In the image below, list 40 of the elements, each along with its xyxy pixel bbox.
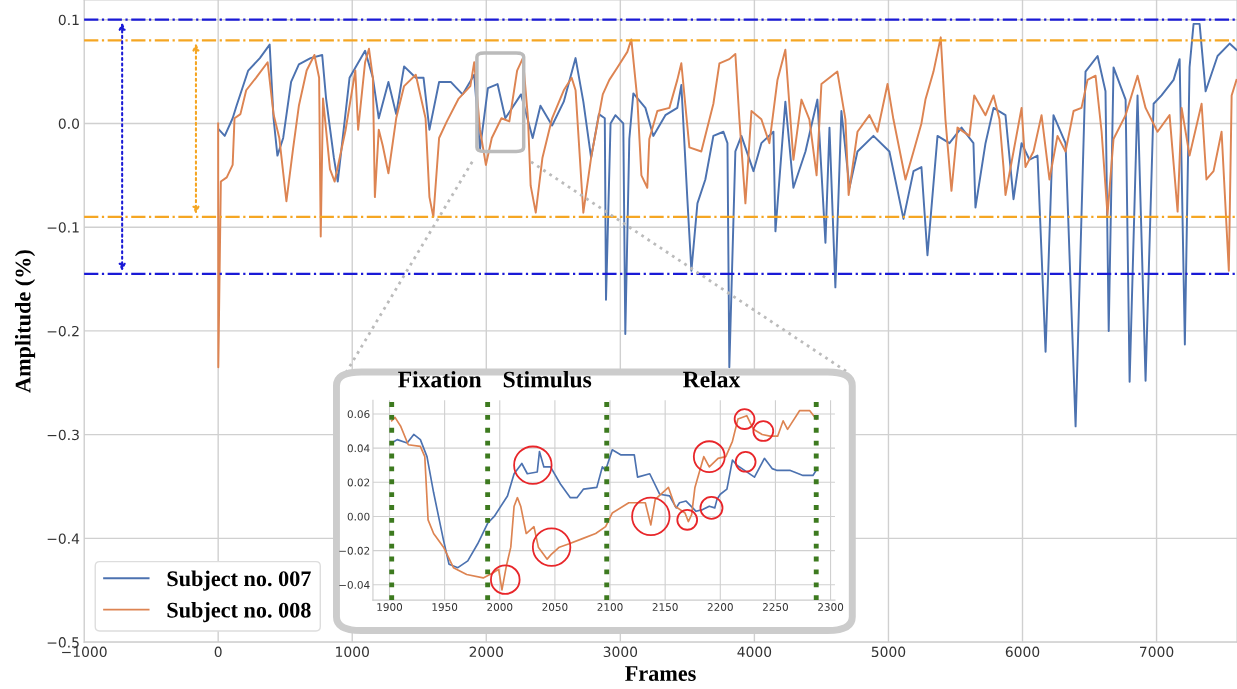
x-tick-label: 5000 — [871, 646, 906, 658]
y-axis-title: Amplitude (%) — [14, 250, 36, 393]
x-tick-label: 2250 — [762, 603, 788, 611]
x-tick-label: 3000 — [603, 646, 638, 658]
x-tick-label: 2150 — [652, 603, 678, 611]
y-tick-label: −0.2 — [47, 325, 79, 337]
legend-label: Subject no. 008 — [167, 602, 311, 623]
x-tick-label: 1950 — [432, 603, 458, 611]
annotation: Fixation — [398, 370, 482, 388]
y-tick-label: −0.4 — [47, 533, 80, 544]
x-tick-label: 2300 — [818, 603, 844, 611]
y-tick-label: 0.04 — [347, 444, 370, 453]
line-series — [217, 36, 1237, 369]
annotation: Relax — [683, 370, 741, 388]
y-tick-label: −0.1 — [47, 222, 79, 233]
y-tick-label: −0.02 — [339, 546, 370, 555]
y-tick-label: 0.00 — [347, 512, 370, 521]
legend-label: Subject no. 007 — [167, 570, 311, 591]
x-tick-label: 2200 — [707, 603, 733, 611]
y-tick-label: 0.02 — [347, 478, 370, 487]
y-tick-label: −0.04 — [339, 580, 370, 589]
y-tick-label: −0.3 — [47, 429, 79, 441]
x-tick-label: 0 — [214, 646, 222, 658]
y-tick-label: 0.06 — [347, 410, 370, 419]
line-series — [218, 22, 1237, 428]
y-tick-label: −0.5 — [47, 637, 79, 648]
x-tick-label: 2100 — [597, 603, 623, 611]
x-tick-label: 7000 — [1140, 646, 1174, 658]
x-tick-label: 2000 — [487, 603, 513, 611]
x-tick-label: 4000 — [737, 646, 772, 658]
y-tick-label: 0.0 — [58, 118, 80, 129]
x-tick-label: 1000 — [336, 646, 369, 658]
x-tick-label: 6000 — [1005, 646, 1040, 658]
x-tick-label: 2050 — [542, 603, 568, 611]
x-tick-label: 2000 — [469, 646, 504, 658]
annotation: Stimulus — [503, 370, 592, 388]
y-tick-label: 0.1 — [58, 14, 79, 26]
x-tick-label: −1000 — [62, 646, 107, 658]
x-tick-label: 1900 — [377, 603, 403, 611]
x-axis-title: Frames — [625, 666, 696, 681]
